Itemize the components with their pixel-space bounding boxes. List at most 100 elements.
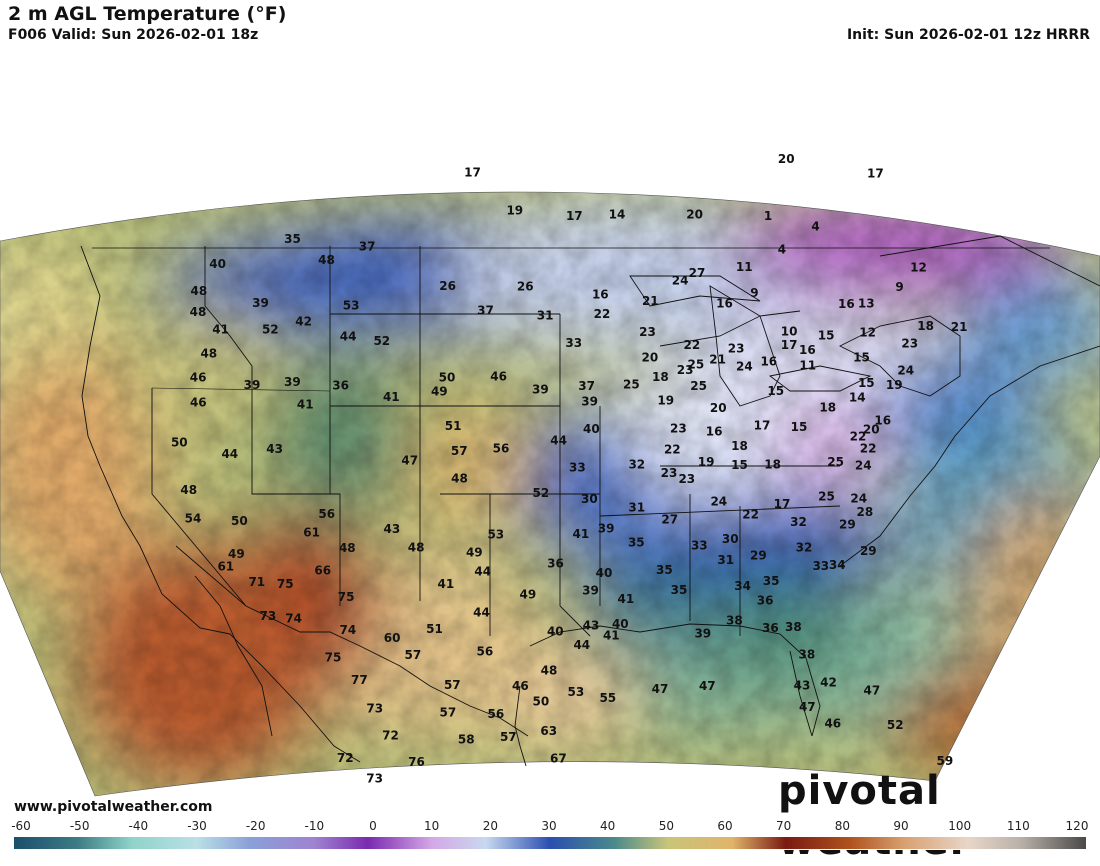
temperature-label: 35 (763, 574, 780, 588)
colorbar-tick-label: 40 (600, 819, 616, 833)
temperature-label: 47 (699, 679, 716, 693)
temperature-label: 9 (750, 286, 758, 300)
temperature-label: 22 (850, 429, 867, 443)
colorbar: -60 -50 -40 -30 -20 -10 0 10 20 30 40 50 60 70 80 90 100… (0, 818, 1100, 850)
temperature-label: 53 (568, 685, 585, 699)
temperature-label: 51 (426, 622, 443, 636)
temperature-label: 57 (444, 678, 461, 692)
temperature-label: 31 (537, 309, 554, 323)
website-credit: www.pivotalweather.com (14, 799, 213, 815)
temperature-label: 36 (547, 556, 564, 570)
temperature-label: 77 (351, 673, 368, 687)
temperature-label: 39 (284, 375, 301, 389)
temperature-label: 41 (603, 629, 620, 643)
colorbar-tick-label: 100 (948, 819, 972, 833)
temperature-label: 54 (185, 511, 202, 525)
temperature-label: 11 (799, 359, 816, 373)
temperature-label: 33 (569, 461, 586, 475)
temperature-label: 33 (565, 336, 582, 350)
temperature-label: 35 (656, 563, 673, 577)
temperature-label: 56 (488, 707, 505, 721)
colorbar-tick-label: 90 (893, 819, 909, 833)
temperature-label: 56 (477, 645, 494, 659)
temperature-label: 12 (859, 326, 876, 340)
temperature-label: 40 (209, 257, 226, 271)
temperature-label: 73 (260, 609, 277, 623)
temperature-label: 15 (818, 329, 835, 343)
temperature-label: 40 (547, 625, 564, 639)
colorbar-tick-label: 70 (776, 819, 792, 833)
temperature-label: 49 (228, 547, 245, 561)
temperature-label: 21 (951, 320, 968, 334)
temperature-label: 42 (295, 315, 312, 329)
colorbar-tick-label: 0 (369, 819, 377, 833)
temperature-label: 4 (778, 243, 786, 257)
temperature-label: 75 (338, 590, 355, 604)
temperature-label: 33 (691, 539, 708, 553)
temperature-label: 10 (781, 325, 798, 339)
temperature-label: 40 (583, 422, 600, 436)
temperature-label: 34 (829, 558, 846, 572)
temperature-label: 37 (578, 379, 595, 393)
temperature-label: 23 (728, 342, 745, 356)
temperature-label: 53 (487, 527, 504, 541)
temperature-label: 50 (231, 514, 248, 528)
temperature-label: 50 (439, 371, 456, 385)
temperature-label: 15 (767, 384, 784, 398)
temperature-label: 15 (853, 350, 870, 364)
temperature-label: 18 (652, 370, 669, 384)
temperature-label: 72 (382, 728, 399, 742)
temperature-label: 48 (408, 541, 425, 555)
temperature-label: 16 (706, 424, 723, 438)
temperature-label: 17 (781, 338, 798, 352)
temperature-label: 37 (477, 303, 494, 317)
temperature-label: 32 (790, 515, 807, 529)
temperature-label: 23 (670, 421, 687, 435)
temperature-label: 24 (897, 363, 914, 377)
temperature-label: 30 (722, 532, 739, 546)
temperature-label: 58 (458, 733, 475, 747)
temperature-label: 22 (664, 443, 681, 457)
temperature-label: 47 (652, 682, 669, 696)
temperature-label: 24 (710, 495, 727, 509)
temperature-label: 48 (318, 253, 335, 267)
temperature-label: 76 (408, 755, 425, 769)
temperature-label: 20 (642, 351, 659, 365)
colorbar-tick-label: -30 (187, 819, 207, 833)
temperature-label: 15 (858, 376, 875, 390)
temperature-label: 29 (839, 518, 856, 532)
temperature-label: 44 (473, 606, 490, 620)
temperature-label: 19 (506, 204, 523, 218)
temperature-label: 46 (190, 370, 207, 384)
temperature-label: 42 (820, 676, 837, 690)
temperature-label: 50 (533, 695, 550, 709)
temperature-label: 16 (716, 296, 733, 310)
temperature-label: 36 (757, 593, 774, 607)
temperature-label: 61 (303, 525, 320, 539)
colorbar-tick-label: 30 (541, 819, 557, 833)
temperature-label: 18 (764, 458, 781, 472)
temperature-label: 22 (684, 338, 701, 352)
temperature-label: 21 (642, 294, 659, 308)
temperature-label: 32 (628, 457, 645, 471)
temperature-label: 22 (742, 507, 759, 521)
temperature-label: 17 (774, 497, 791, 511)
temperature-label: 24 (672, 273, 689, 287)
colorbar-tick-label: 80 (834, 819, 850, 833)
temperature-label: 40 (596, 566, 613, 580)
temperature-label: 32 (796, 541, 813, 555)
temperature-label: 44 (550, 433, 567, 447)
temperature-label: 30 (581, 492, 598, 506)
temperature-label: 39 (252, 296, 269, 310)
temperature-label: 56 (493, 442, 510, 456)
temperature-label: 50 (171, 435, 188, 449)
temperature-label: 44 (340, 330, 357, 344)
temperature-label: 73 (366, 772, 383, 786)
colorbar-tick-label: -40 (128, 819, 149, 833)
temperature-label: 40 (612, 617, 629, 631)
temperature-label: 67 (550, 751, 567, 765)
colorbar-tick-label: -20 (245, 819, 266, 833)
temperature-label: 35 (628, 535, 645, 549)
